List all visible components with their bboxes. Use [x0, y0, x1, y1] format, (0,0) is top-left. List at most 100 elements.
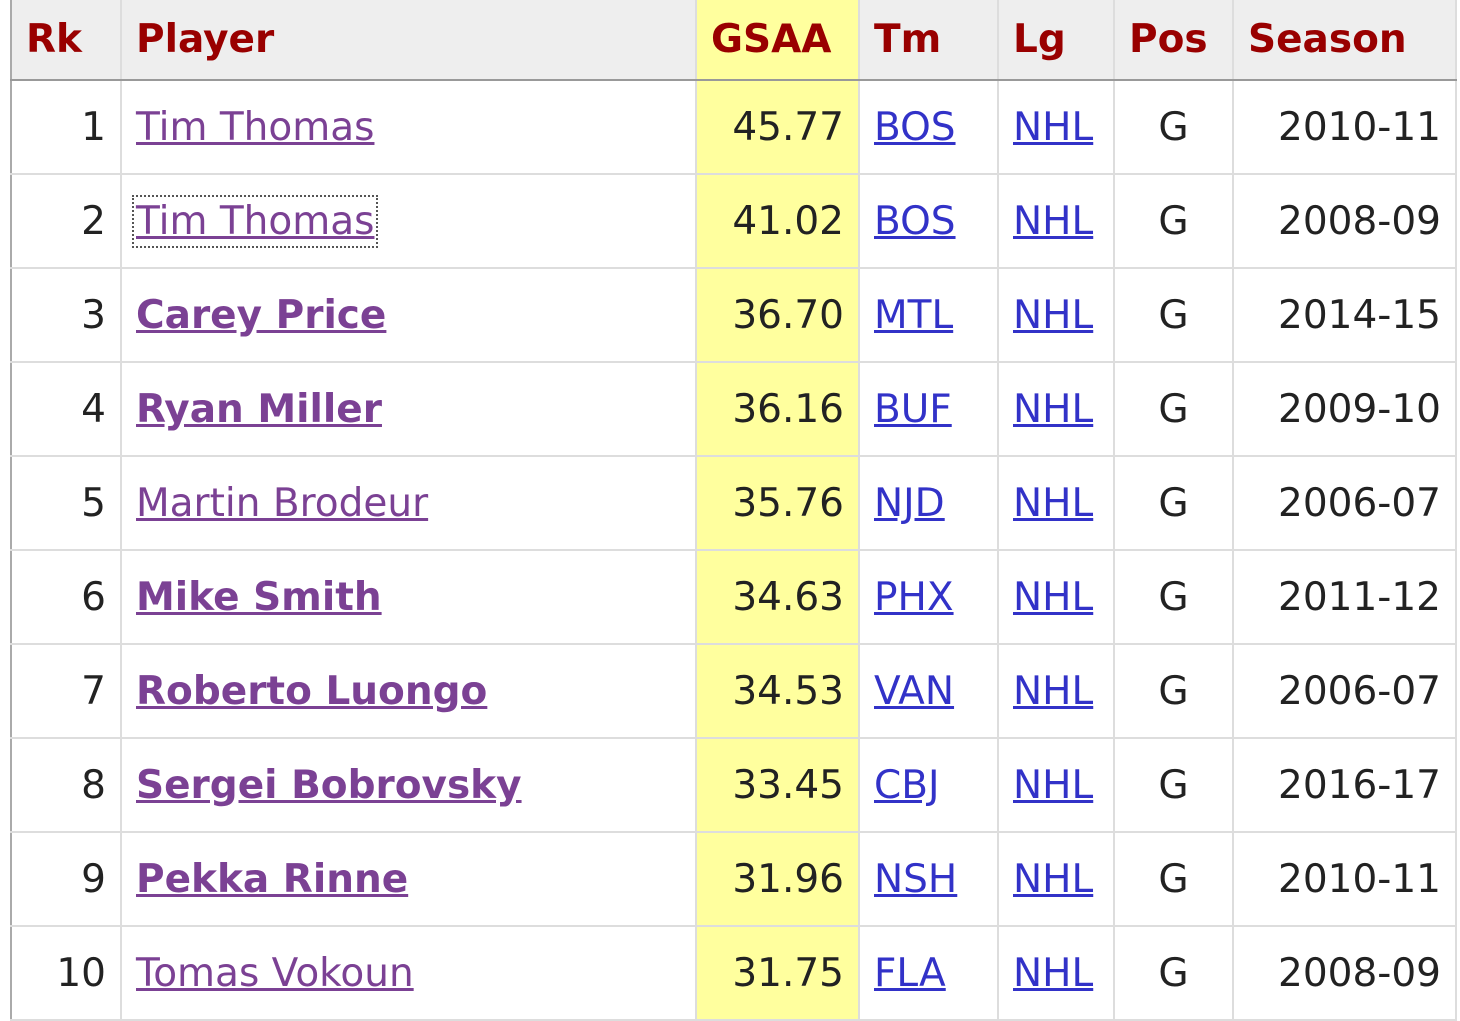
table-row: 10 Tomas Vokoun 31.75 FLA NHL G 2008-09: [10, 926, 1457, 1021]
season-cell: 2011-12: [1233, 550, 1457, 645]
season-cell: 2014-15: [1233, 268, 1457, 363]
lg-link[interactable]: NHL: [1013, 668, 1094, 714]
player-link[interactable]: Roberto Luongo: [136, 668, 488, 714]
lg-cell: NHL: [998, 550, 1115, 645]
gsaa-cell: 34.63: [696, 550, 860, 645]
player-cell: Tim Thomas: [121, 174, 697, 269]
table-row: 8 Sergei Bobrovsky 33.45 CBJ NHL G 2016-17: [10, 738, 1457, 833]
player-link[interactable]: Carey Price: [136, 292, 387, 338]
lg-cell: NHL: [998, 926, 1115, 1021]
lg-link[interactable]: NHL: [1013, 856, 1094, 902]
tm-cell: BUF: [859, 362, 999, 457]
rk-cell: 10: [10, 926, 122, 1021]
lg-cell: NHL: [998, 268, 1115, 363]
lg-cell: NHL: [998, 832, 1115, 927]
lg-cell: NHL: [998, 174, 1115, 269]
lg-cell: NHL: [998, 80, 1115, 175]
tm-link[interactable]: FLA: [874, 950, 946, 996]
gsaa-cell: 31.96: [696, 832, 860, 927]
lg-link[interactable]: NHL: [1013, 950, 1094, 996]
gsaa-cell: 36.16: [696, 362, 860, 457]
tm-link[interactable]: MTL: [874, 292, 954, 338]
table-body: 1 Tim Thomas 45.77 BOS NHL G 2010-11 2 Tim Thoma…: [10, 80, 1457, 1021]
player-cell: Martin Brodeur: [121, 456, 697, 551]
player-link[interactable]: Tim Thomas: [131, 194, 379, 248]
rk-cell: 3: [10, 268, 122, 363]
season-cell: 2006-07: [1233, 456, 1457, 551]
season-cell: 2009-10: [1233, 362, 1457, 457]
table-row: 2 Tim Thomas 41.02 BOS NHL G 2008-09: [10, 174, 1457, 269]
pos-cell: G: [1114, 456, 1234, 551]
tm-link[interactable]: BOS: [874, 198, 956, 244]
lg-link[interactable]: NHL: [1013, 574, 1094, 620]
season-cell: 2008-09: [1233, 174, 1457, 269]
tm-cell: MTL: [859, 268, 999, 363]
player-link[interactable]: Sergei Bobrovsky: [136, 762, 522, 808]
header-row: Rk Player GSAA Tm Lg Pos Season: [10, 0, 1457, 81]
tm-cell: NJD: [859, 456, 999, 551]
tm-cell: CBJ: [859, 738, 999, 833]
player-link[interactable]: Tomas Vokoun: [136, 950, 414, 996]
season-cell: 2008-09: [1233, 926, 1457, 1021]
season-cell: 2016-17: [1233, 738, 1457, 833]
player-link[interactable]: Martin Brodeur: [136, 480, 429, 526]
column-header[interactable]: Rk: [10, 0, 122, 81]
tm-link[interactable]: NSH: [874, 856, 958, 902]
tm-link[interactable]: CBJ: [874, 762, 940, 808]
tm-cell: BOS: [859, 174, 999, 269]
column-header[interactable]: Pos: [1114, 0, 1234, 81]
pos-cell: G: [1114, 644, 1234, 739]
lg-link[interactable]: NHL: [1013, 762, 1094, 808]
lg-link[interactable]: NHL: [1013, 386, 1094, 432]
column-header[interactable]: Tm: [859, 0, 999, 81]
table-row: 6 Mike Smith 34.63 PHX NHL G 2011-12: [10, 550, 1457, 645]
player-link[interactable]: Ryan Miller: [136, 386, 382, 432]
tm-link[interactable]: NJD: [874, 480, 945, 526]
player-link[interactable]: Mike Smith: [136, 574, 382, 620]
lg-cell: NHL: [998, 456, 1115, 551]
table-row: 1 Tim Thomas 45.77 BOS NHL G 2010-11: [10, 80, 1457, 175]
tm-link[interactable]: PHX: [874, 574, 954, 620]
pos-cell: G: [1114, 738, 1234, 833]
gsaa-cell: 34.53: [696, 644, 860, 739]
rk-cell: 8: [10, 738, 122, 833]
gsaa-cell: 35.76: [696, 456, 860, 551]
stats-table: Rk Player GSAA Tm Lg Pos Season 1 Tim Thomas 45.…: [10, 0, 1457, 1021]
player-cell: Carey Price: [121, 268, 697, 363]
lg-link[interactable]: NHL: [1013, 198, 1094, 244]
column-header[interactable]: GSAA: [696, 0, 860, 81]
lg-link[interactable]: NHL: [1013, 104, 1094, 150]
player-link[interactable]: Tim Thomas: [136, 104, 375, 150]
table-row: 3 Carey Price 36.70 MTL NHL G 2014-15: [10, 268, 1457, 363]
pos-cell: G: [1114, 832, 1234, 927]
column-header[interactable]: Player: [121, 0, 697, 81]
table-header: Rk Player GSAA Tm Lg Pos Season: [10, 0, 1457, 81]
player-cell: Pekka Rinne: [121, 832, 697, 927]
tm-cell: BOS: [859, 80, 999, 175]
column-header[interactable]: Lg: [998, 0, 1115, 81]
player-cell: Tomas Vokoun: [121, 926, 697, 1021]
tm-cell: FLA: [859, 926, 999, 1021]
player-link[interactable]: Pekka Rinne: [136, 856, 409, 902]
gsaa-cell: 33.45: [696, 738, 860, 833]
tm-link[interactable]: BOS: [874, 104, 956, 150]
table-row: 9 Pekka Rinne 31.96 NSH NHL G 2010-11: [10, 832, 1457, 927]
tm-cell: PHX: [859, 550, 999, 645]
gsaa-cell: 41.02: [696, 174, 860, 269]
lg-link[interactable]: NHL: [1013, 480, 1094, 526]
lg-cell: NHL: [998, 362, 1115, 457]
rk-cell: 5: [10, 456, 122, 551]
table-row: 7 Roberto Luongo 34.53 VAN NHL G 2006-07: [10, 644, 1457, 739]
tm-link[interactable]: BUF: [874, 386, 952, 432]
lg-cell: NHL: [998, 738, 1115, 833]
rk-cell: 6: [10, 550, 122, 645]
rk-cell: 4: [10, 362, 122, 457]
lg-link[interactable]: NHL: [1013, 292, 1094, 338]
player-cell: Ryan Miller: [121, 362, 697, 457]
rk-cell: 2: [10, 174, 122, 269]
pos-cell: G: [1114, 268, 1234, 363]
rk-cell: 9: [10, 832, 122, 927]
tm-link[interactable]: VAN: [874, 668, 955, 714]
pos-cell: G: [1114, 80, 1234, 175]
column-header[interactable]: Season: [1233, 0, 1457, 81]
